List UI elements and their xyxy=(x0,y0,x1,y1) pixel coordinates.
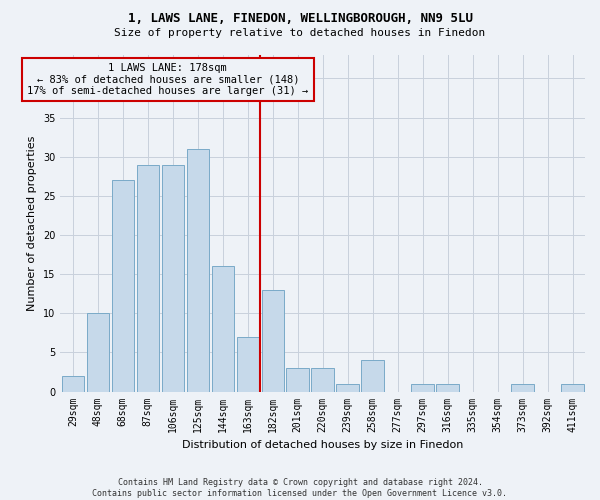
Bar xyxy=(262,290,284,392)
Bar xyxy=(137,164,159,392)
Bar xyxy=(161,164,184,392)
Bar xyxy=(412,384,434,392)
Bar xyxy=(86,314,109,392)
Bar xyxy=(561,384,584,392)
Bar xyxy=(361,360,384,392)
Text: Size of property relative to detached houses in Finedon: Size of property relative to detached ho… xyxy=(115,28,485,38)
Bar xyxy=(112,180,134,392)
Text: 1 LAWS LANE: 178sqm
← 83% of detached houses are smaller (148)
17% of semi-detac: 1 LAWS LANE: 178sqm ← 83% of detached ho… xyxy=(27,63,308,96)
Text: Contains HM Land Registry data © Crown copyright and database right 2024.
Contai: Contains HM Land Registry data © Crown c… xyxy=(92,478,508,498)
X-axis label: Distribution of detached houses by size in Finedon: Distribution of detached houses by size … xyxy=(182,440,463,450)
Y-axis label: Number of detached properties: Number of detached properties xyxy=(28,136,37,311)
Bar xyxy=(436,384,459,392)
Bar xyxy=(187,149,209,392)
Bar xyxy=(286,368,309,392)
Bar xyxy=(511,384,534,392)
Text: 1, LAWS LANE, FINEDON, WELLINGBOROUGH, NN9 5LU: 1, LAWS LANE, FINEDON, WELLINGBOROUGH, N… xyxy=(128,12,473,26)
Bar xyxy=(337,384,359,392)
Bar xyxy=(236,337,259,392)
Bar xyxy=(212,266,234,392)
Bar xyxy=(311,368,334,392)
Bar xyxy=(62,376,84,392)
